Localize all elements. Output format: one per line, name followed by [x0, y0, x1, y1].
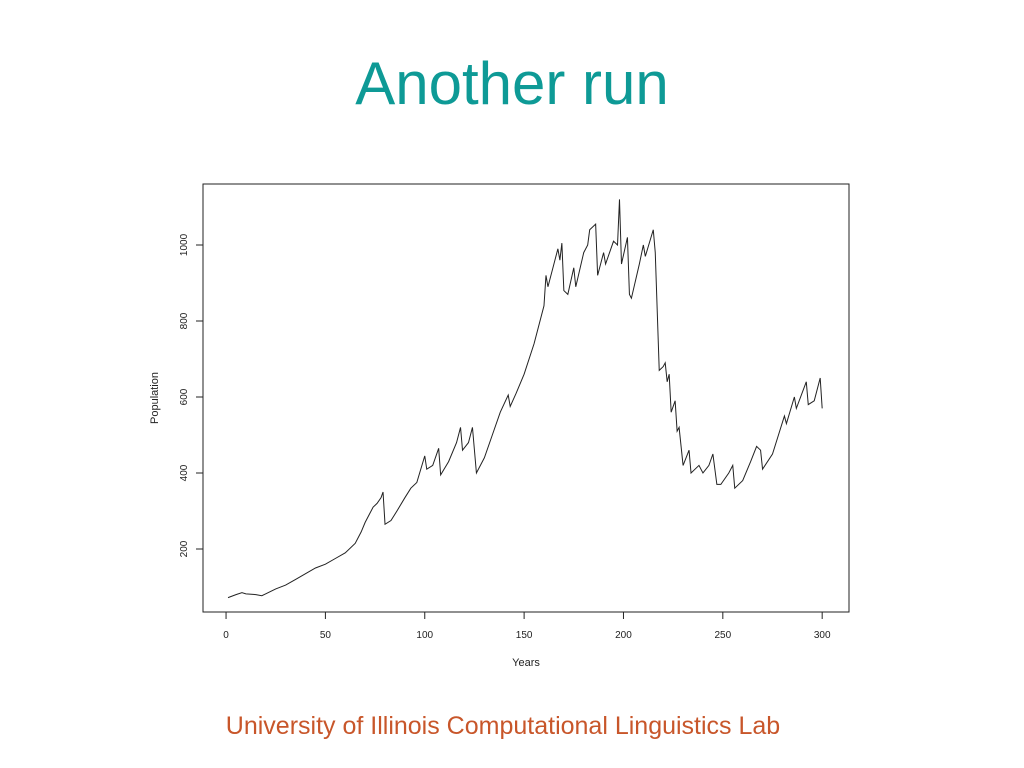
y-axis-label: Population — [149, 372, 161, 424]
y-tick-label: 600 — [179, 388, 190, 405]
x-tick-label: 150 — [516, 630, 533, 641]
x-tick-label: 200 — [615, 630, 632, 641]
x-tick-label: 300 — [814, 630, 831, 641]
x-tick-label: 50 — [320, 630, 332, 641]
y-tick-label: 1000 — [179, 233, 190, 256]
footer: University of Illinois Computational Lin… — [226, 712, 780, 740]
y-tick-label: 400 — [179, 464, 190, 481]
population-line — [227, 199, 823, 599]
plot-frame — [202, 183, 850, 613]
x-tick-label: 100 — [416, 630, 433, 641]
slide-title: Another run — [355, 50, 669, 117]
y-tick-label: 200 — [179, 540, 190, 557]
x-tick-label: 250 — [714, 630, 731, 641]
x-tick-label: 0 — [223, 630, 229, 641]
x-axis-label: Years — [512, 657, 540, 669]
y-tick-label: 800 — [179, 312, 190, 329]
